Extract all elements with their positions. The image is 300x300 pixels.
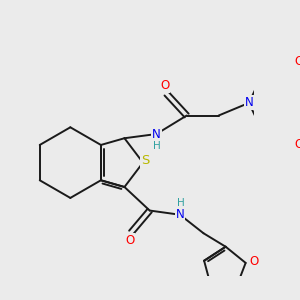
Text: O: O [125, 234, 134, 247]
Text: O: O [294, 138, 300, 151]
Text: N: N [244, 96, 253, 110]
Text: N: N [176, 208, 184, 221]
Text: S: S [141, 154, 150, 167]
Text: H: H [177, 198, 185, 208]
Text: O: O [294, 55, 300, 68]
Text: O: O [160, 79, 170, 92]
Text: H: H [153, 141, 161, 151]
Text: N: N [152, 128, 161, 140]
Text: O: O [249, 255, 259, 268]
